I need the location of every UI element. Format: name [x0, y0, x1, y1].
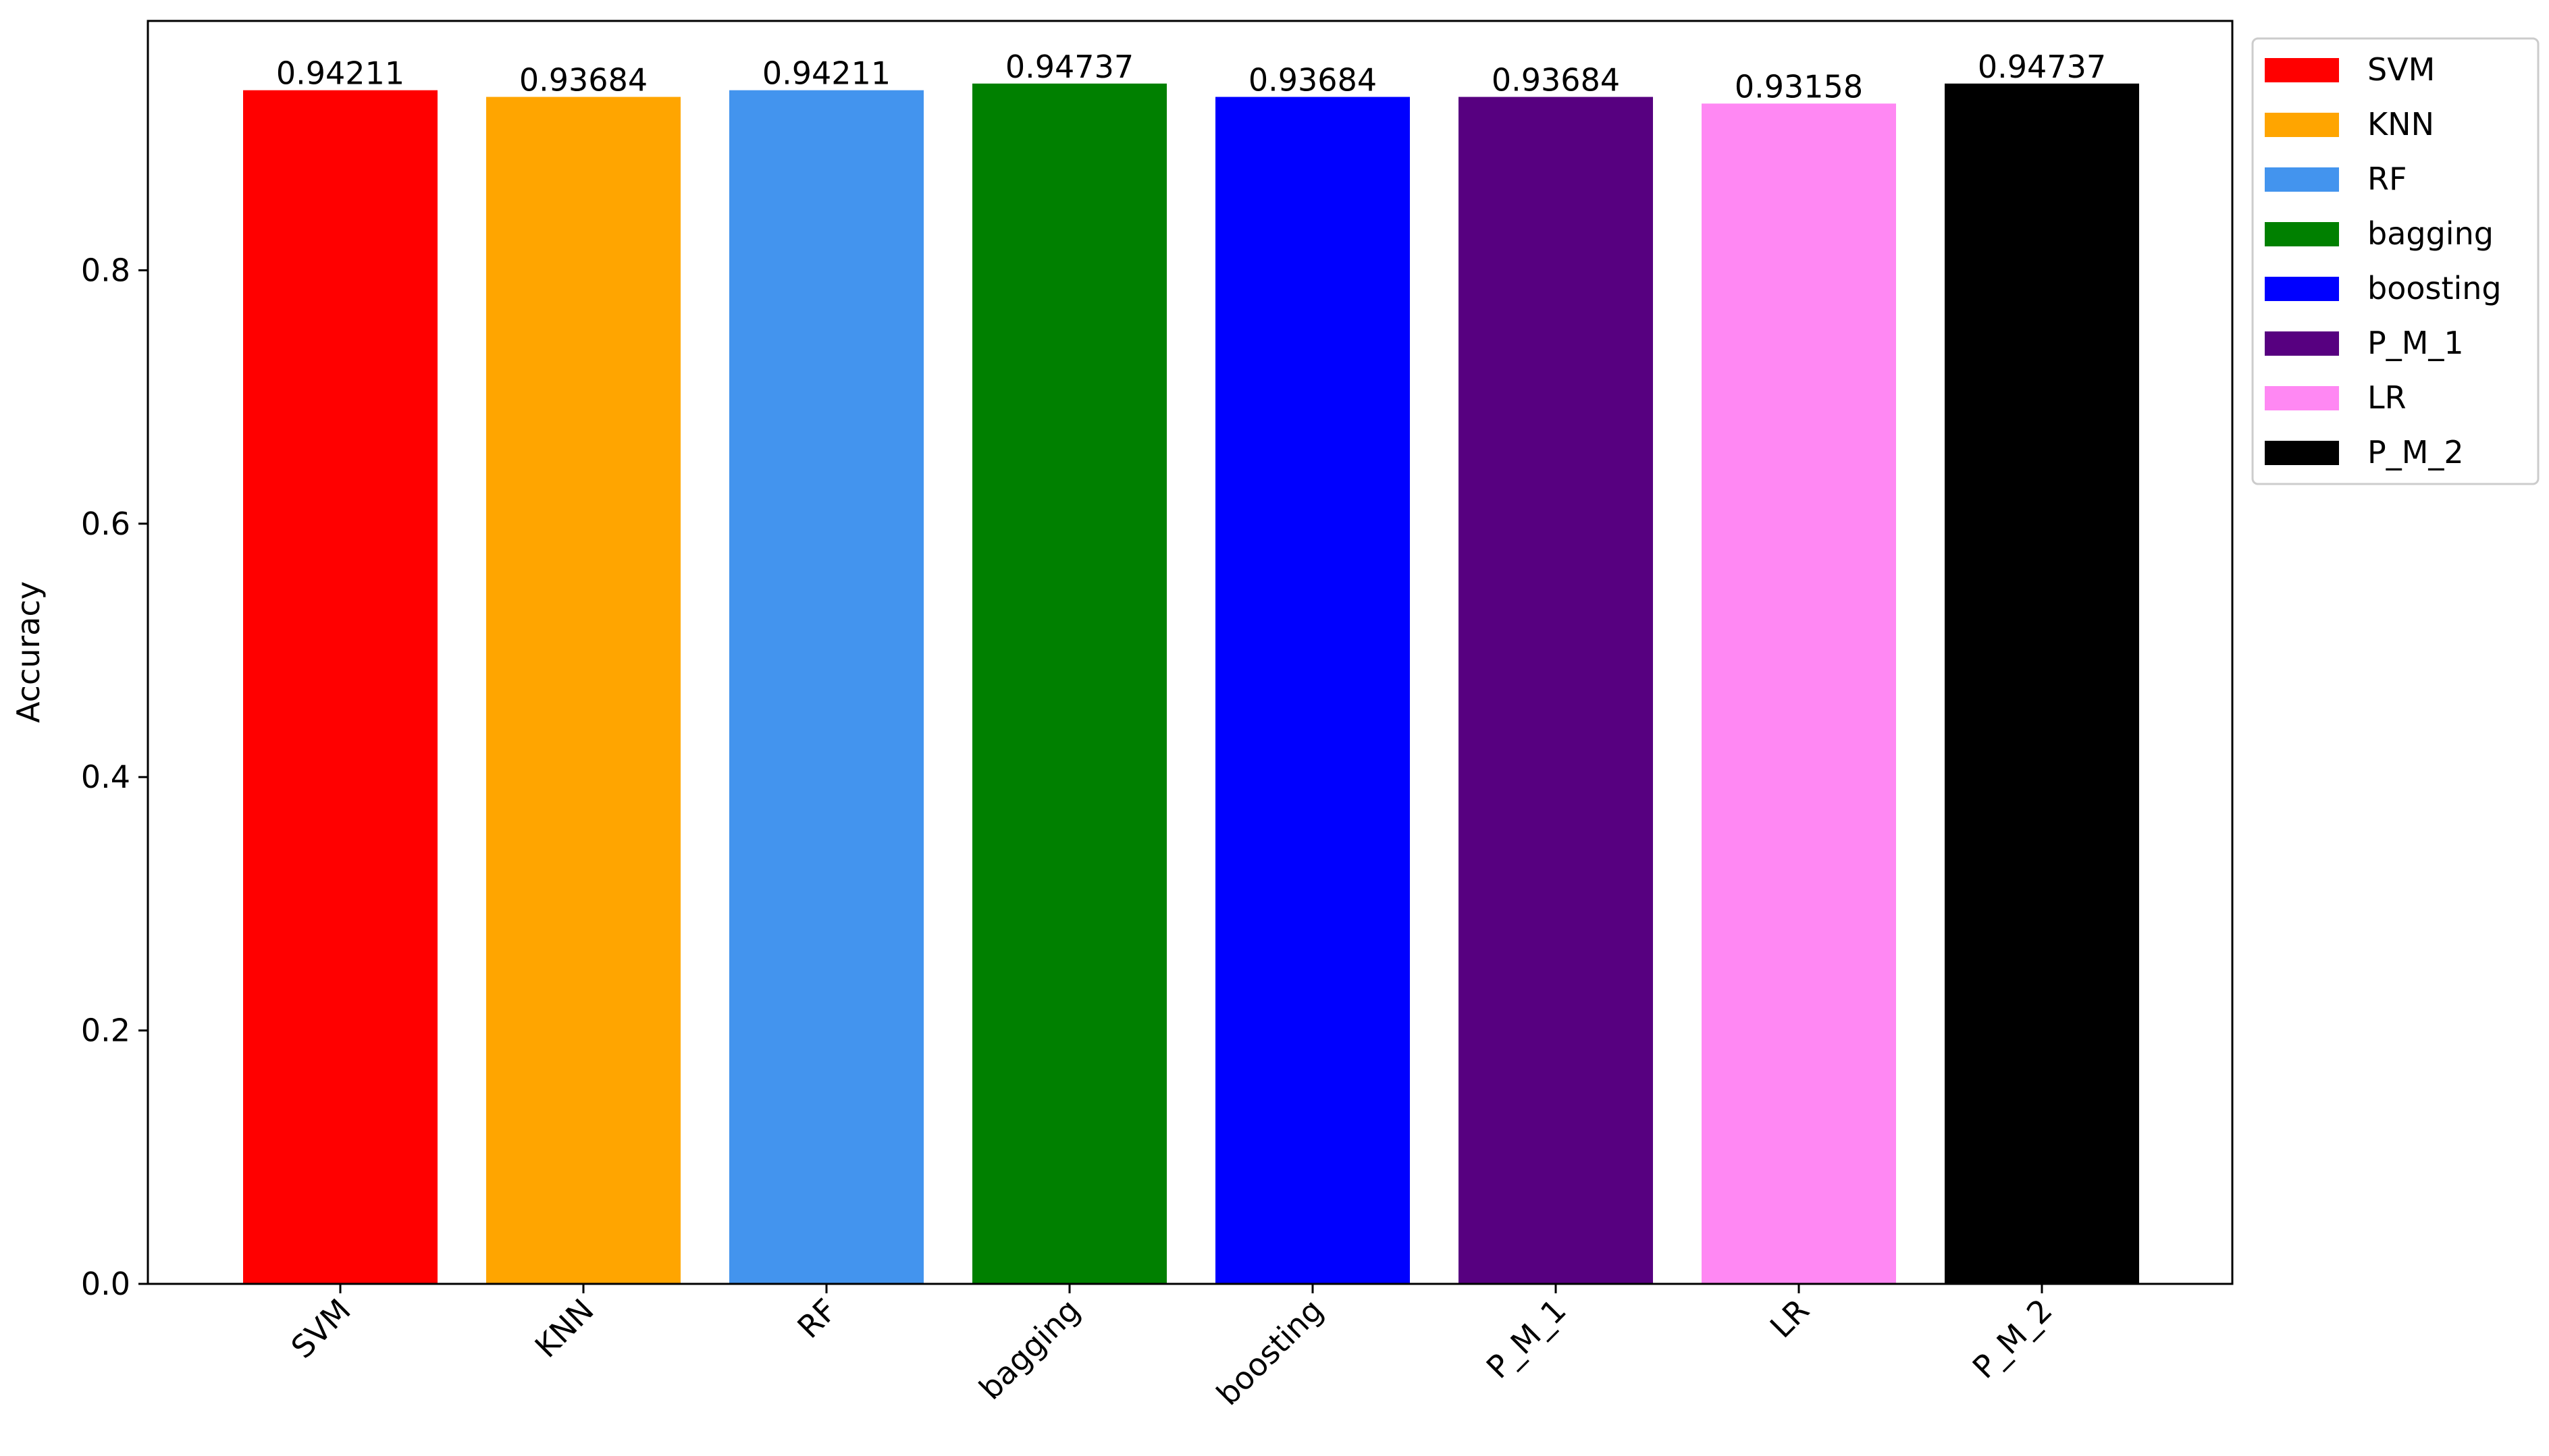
legend-swatch: [2265, 386, 2339, 410]
legend-swatch: [2265, 331, 2339, 356]
y-tick-label: 0.2: [81, 1013, 130, 1049]
y-tick-label: 0.0: [81, 1266, 130, 1302]
legend-label: bagging: [2367, 215, 2494, 252]
bar-svm: [243, 90, 438, 1284]
value-label: 0.93684: [519, 62, 648, 99]
y-axis-title: Accuracy: [10, 581, 47, 723]
legend-label: P_M_1: [2367, 325, 2464, 361]
legend-label: P_M_2: [2367, 434, 2464, 470]
legend-swatch: [2265, 222, 2339, 246]
value-label: 0.94737: [1978, 49, 2106, 85]
legend-swatch: [2265, 441, 2339, 465]
bar-bagging: [972, 83, 1167, 1285]
legend-swatch: [2265, 167, 2339, 192]
value-label: 0.94211: [762, 55, 891, 92]
bar-rf: [729, 90, 924, 1284]
legend: SVM KNN RF bagging boosting P_M_1 LR P_M_2: [2251, 37, 2540, 485]
y-axis: 0.0 0.2 0.4 0.6 0.8: [81, 252, 148, 1302]
value-label: 0.93684: [1249, 62, 1377, 99]
legend-swatch: [2265, 58, 2339, 82]
value-label: 0.93684: [1492, 62, 1620, 99]
bar-p-m-1: [1459, 97, 1653, 1285]
y-tick-label: 0.8: [81, 252, 130, 288]
bar-boosting: [1215, 97, 1410, 1285]
bar-p-m-2: [1945, 83, 2139, 1285]
legend-frame: [2251, 37, 2540, 485]
legend-swatch: [2265, 113, 2339, 137]
legend-swatch: [2265, 277, 2339, 301]
y-tick-label: 0.4: [81, 759, 130, 795]
plot-frame: [147, 20, 2234, 1285]
legend-label: RF: [2367, 161, 2407, 197]
legend-label: boosting: [2367, 270, 2502, 306]
legend-label: KNN: [2367, 106, 2434, 142]
value-label: 0.94737: [1005, 49, 1134, 85]
legend-label: SVM: [2367, 51, 2435, 88]
y-tick-label: 0.6: [81, 506, 130, 542]
value-label: 0.93158: [1735, 68, 1863, 105]
bar-knn: [486, 97, 681, 1285]
value-labels-layer: 0.94211 0.93684 0.94211 0.94737 0.93684 0.936…: [276, 49, 2106, 105]
bars-layer: [243, 83, 2139, 1285]
bar-lr: [1702, 103, 1896, 1285]
value-label: 0.94211: [276, 55, 404, 92]
legend-label: LR: [2367, 379, 2407, 416]
